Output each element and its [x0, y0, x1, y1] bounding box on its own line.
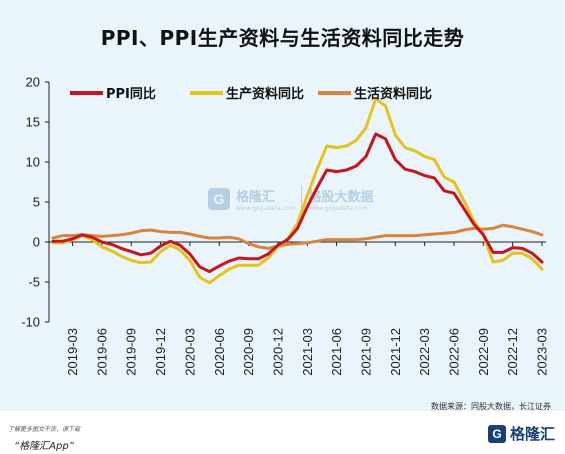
x-tick-label: 2023-03 — [535, 328, 550, 376]
y-tick-label: 20 — [26, 75, 40, 90]
y-tick-label: -10 — [21, 315, 40, 330]
watermark-brand: 格隆汇 — [236, 190, 276, 205]
x-tick-label: 2021-12 — [388, 328, 403, 376]
y-tick-label: 15 — [26, 115, 40, 130]
x-tick-label: 2021-03 — [300, 328, 315, 376]
x-tick-label: 2019-03 — [65, 328, 80, 376]
series-line — [51, 97, 544, 285]
y-tick-label: 5 — [33, 195, 40, 210]
x-tick-label: 2020-06 — [212, 328, 227, 376]
legend-label: 生产资料同比 — [226, 86, 304, 102]
y-tick-label: -5 — [28, 275, 40, 290]
source-text: 数据来源：同股大数据，长江证券 — [431, 402, 551, 411]
line-chart: 20 15 10 5 0 -5 -10 2019-03 2019-06 2019-09 2019-1… — [21, 75, 550, 376]
series-line — [51, 132, 544, 274]
watermark: G 格隆汇 www.gogudata.com 格股大数据 www.gogudat… — [208, 186, 373, 212]
x-tick-label: 2021-09 — [358, 328, 373, 376]
x-tick-label: 2022-06 — [446, 328, 461, 376]
footer-app-name: “格隆汇App” — [14, 441, 74, 452]
chart-panel — [0, 0, 565, 411]
x-tick-label: 2020-09 — [241, 328, 256, 376]
brand-logo-text: 格隆汇 — [509, 425, 555, 443]
watermark-url-left: www.gogudata.com — [236, 205, 296, 212]
x-tick-label: 2022-12 — [505, 328, 520, 376]
x-tick-label: 2019-12 — [153, 328, 168, 376]
watermark-site: 格股大数据 — [308, 190, 374, 205]
footer-note: 了解更多图文干货，请下载 — [8, 426, 81, 433]
legend-label: 生活资料同比 — [354, 86, 432, 102]
x-tick-label: 2021-06 — [329, 328, 344, 376]
legend-label: PPI同比 — [106, 86, 156, 102]
watermark-url-right: www.gogudata.com — [308, 205, 368, 212]
x-tick-label: 2022-09 — [476, 328, 491, 376]
brand-logo-icon: G — [487, 424, 506, 443]
chart-title: PPI、PPI生产资料与生活资料同比走势 — [100, 26, 465, 50]
brand-logo: G 格隆汇 — [487, 423, 555, 444]
x-tick-label: 2020-03 — [182, 328, 197, 376]
y-tick-label: 10 — [26, 155, 40, 170]
y-tick-label: 0 — [33, 235, 40, 250]
watermark-logo-icon: G — [208, 188, 230, 210]
x-tick-label: 2020-12 — [270, 328, 285, 376]
series-line — [51, 223, 544, 250]
x-tick-label: 2019-09 — [124, 328, 139, 376]
x-tick-label: 2022-03 — [417, 328, 432, 376]
x-tick-label: 2019-06 — [94, 328, 109, 376]
